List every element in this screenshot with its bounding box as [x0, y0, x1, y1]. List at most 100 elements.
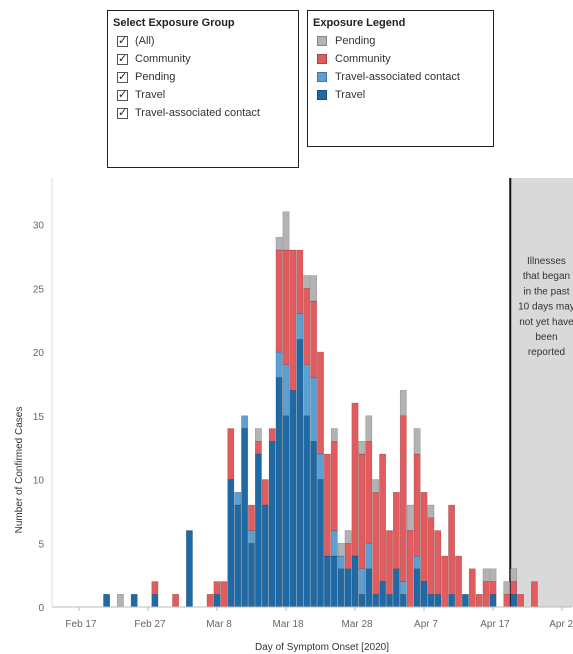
shaded-region-note-line: reported	[528, 347, 565, 358]
filter-option-all[interactable]: (All)	[117, 32, 298, 50]
bar-segment-pending	[399, 390, 407, 416]
bar-segment-travel-associated-contact	[413, 555, 421, 569]
shaded-region-note-line: that began	[523, 271, 570, 282]
bar-segment-community	[365, 441, 373, 544]
legend-item-label: Community	[335, 53, 391, 65]
bar-segment-pending	[365, 415, 373, 442]
filter-title: Select Exposure Group	[113, 17, 235, 29]
x-tick-label: Apr 27	[549, 619, 573, 630]
bar-segment-travel	[310, 441, 317, 608]
bar-segment-community	[475, 594, 483, 608]
bar-segment-community	[434, 530, 442, 595]
bar-segment-community	[206, 594, 214, 608]
bar-segment-community	[213, 581, 221, 595]
bar-segment-travel	[399, 594, 407, 608]
filter-option-label: Pending	[135, 71, 176, 83]
checkbox-icon[interactable]	[117, 106, 128, 119]
bar-segment-community	[531, 581, 538, 608]
filter-option-label: (All)	[135, 35, 155, 47]
bar-segment-travel	[344, 568, 352, 608]
legend-swatch	[317, 72, 327, 82]
y-tick-label: 30	[33, 221, 45, 232]
bar-segment-travel	[234, 504, 242, 608]
bar-segment-community	[330, 441, 338, 531]
bar-segment-community	[317, 351, 324, 455]
bar-segment-travel	[365, 568, 373, 608]
bar-segment-community	[268, 428, 276, 442]
bar-segment-pending	[358, 441, 366, 455]
bar-segment-community	[399, 415, 407, 582]
bar-segment-community	[261, 479, 269, 506]
bar-segment-travel-associated-contact	[282, 364, 290, 416]
filter-option-travel[interactable]: Travel	[117, 86, 298, 104]
filter-option-pending[interactable]: Pending	[117, 68, 298, 86]
bar-segment-travel	[303, 415, 311, 608]
bar-segment-pending	[337, 543, 345, 557]
bar-segment-travel	[510, 594, 518, 608]
legend-item-label: Travel	[335, 89, 366, 101]
legend-item-travel-associated[interactable]: Travel-associated contact	[317, 68, 493, 86]
bar-segment-pending	[482, 568, 490, 582]
x-tick-label: Apr 17	[480, 619, 510, 630]
bar-segment-travel-associated-contact	[358, 568, 366, 595]
x-tick-label: Apr 7	[414, 619, 438, 630]
bar-segment-travel	[151, 594, 159, 608]
bar-segment-pending	[310, 275, 317, 302]
bar-segment-travel	[379, 581, 386, 608]
legend-item-community[interactable]: Community	[317, 50, 493, 68]
bar-segment-pending	[489, 568, 497, 582]
legend-item-label: Pending	[335, 35, 376, 47]
legend-title: Exposure Legend	[313, 17, 406, 29]
legend-item-travel[interactable]: Travel	[317, 86, 493, 104]
bar-segment-community	[344, 543, 352, 569]
bar-segment-pending	[510, 568, 518, 582]
y-tick-label: 25	[33, 284, 45, 295]
bar-segment-travel-associated-contact	[234, 492, 242, 506]
checkbox-icon[interactable]	[117, 88, 128, 101]
bar-segment-community	[372, 492, 380, 595]
legend-item-pending[interactable]: Pending	[317, 32, 493, 50]
bar-segment-community	[448, 504, 455, 595]
bar-segment-travel	[448, 594, 455, 608]
shaded-region	[510, 178, 573, 607]
bar-segment-community	[275, 249, 283, 353]
filter-option-label: Travel-associated contact	[135, 107, 260, 119]
checkbox-icon[interactable]	[117, 52, 128, 65]
bar-segment-community	[324, 453, 331, 557]
filter-option-travel-associated[interactable]: Travel-associated contact	[117, 104, 298, 122]
y-tick-label: 5	[38, 539, 44, 550]
epi-curve-chart: Illnesses that began in the past 10 days ma…	[14, 178, 573, 653]
x-tick-label: Mar 28	[341, 619, 373, 630]
bar-segment-travel	[268, 441, 276, 608]
bar-segment-community	[413, 453, 421, 557]
filter-option-community[interactable]: Community	[117, 50, 298, 68]
bar-segment-community	[172, 594, 179, 608]
x-tick-label: Feb 17	[65, 619, 97, 630]
bar-segment-travel	[393, 568, 400, 608]
bar-segment-travel-associated-contact	[399, 581, 407, 595]
bar-segment-travel	[296, 339, 304, 608]
legend-swatch	[317, 36, 327, 46]
bar-segment-community	[503, 594, 511, 608]
bar-segment-travel-associated-contact	[317, 453, 324, 480]
bar-segment-community	[282, 249, 290, 365]
y-axis-label: Number of Confirmed Cases	[14, 407, 25, 534]
bar-segment-community	[351, 402, 359, 557]
bar-segment-travel	[434, 594, 442, 608]
checkbox-icon[interactable]	[117, 34, 128, 47]
bar-segment-pending	[117, 594, 124, 608]
bar-segment-community	[420, 492, 428, 582]
bar-segment-travel	[462, 594, 469, 608]
bar-segment-travel	[330, 555, 338, 608]
bar-segment-community	[289, 249, 297, 391]
checkbox-icon[interactable]	[117, 70, 128, 83]
bar-segment-community	[310, 300, 317, 378]
bar-segment-community	[393, 492, 400, 569]
bar-segment-pending	[427, 504, 435, 518]
shaded-region-note-line: not yet have	[519, 317, 573, 328]
bar-segment-travel-associated-contact	[303, 364, 311, 416]
bar-segment-pending	[255, 428, 262, 442]
bar-segment-community	[482, 581, 490, 608]
bar-segment-travel	[241, 428, 248, 608]
exposure-filter-panel: Select Exposure Group (All) Community Pe…	[107, 10, 299, 168]
